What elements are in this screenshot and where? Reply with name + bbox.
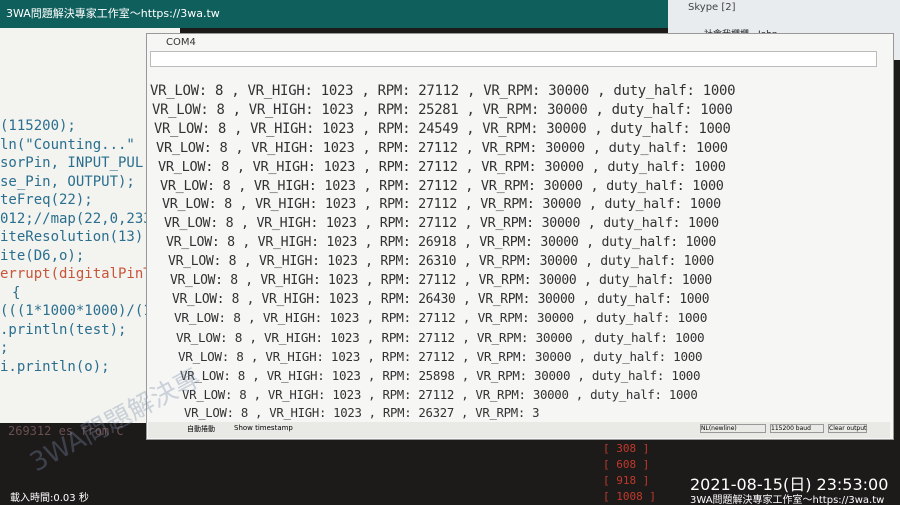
serial-line: VR_LOW: 8 , VR_HIGH: 1023 , RPM: 27112 ,… [162, 197, 721, 212]
console-size: [ 918 ] [603, 474, 650, 487]
console-size: [ 308 ] [603, 442, 650, 455]
code-line: sorPin, INPUT_PUL [0, 155, 144, 171]
serial-line: VR_LOW: 8 , VR_HIGH: 1023 , RPM: 27112 ,… [150, 83, 736, 99]
serial-line: VR_LOW: 8 , VR_HIGH: 1023 , RPM: 27112 ,… [160, 178, 724, 194]
code-line: teFreq(22); [0, 192, 93, 208]
serial-line: VR_LOW: 8 , VR_HIGH: 1023 , RPM: 27112 ,… [156, 140, 728, 156]
skype-title: Skype [2] [688, 2, 736, 13]
serial-line: VR_LOW: 8 , VR_HIGH: 1023 , RPM: 26327 ,… [184, 406, 540, 420]
timestamp[interactable]: Show timestamp [234, 424, 293, 432]
console-size: [ 1008 ] [603, 490, 656, 503]
code-line: ite(D6,o); [0, 247, 85, 264]
code-line: 012;//map(22,0,233 [0, 210, 152, 227]
serial-line: VR_LOW: 8 , VR_HIGH: 1023 , RPM: 27112 ,… [176, 330, 705, 345]
serial-line: VR_LOW: 8 , VR_HIGH: 1023 , RPM: 27112 ,… [178, 349, 703, 364]
code-line: iteResolution(13); [0, 229, 152, 245]
code-line: .println(test); [0, 321, 127, 338]
console-size: [ 608 ] [603, 458, 650, 471]
serial-footer [148, 422, 890, 438]
serial-line: VR_LOW: 8 , VR_HIGH: 1023 , RPM: 25281 ,… [152, 102, 733, 118]
code-line: (((1*1000*1000)/(150 [0, 303, 169, 319]
code-line: (115200); [0, 118, 76, 134]
studio: 3WA問題解決專家工作室～https://3wa.tw [690, 495, 885, 505]
code-line: ; [0, 340, 9, 356]
title-bar [0, 0, 668, 28]
serial-line: VR_LOW: 8 , VR_HIGH: 1023 , RPM: 27112 ,… [158, 159, 726, 175]
code-line: se_Pin, OUTPUT); [0, 173, 135, 190]
datetime: 2021-08-15(日) 23:53:00 [690, 475, 889, 494]
window-title: 3WA問題解決專家工作室～https://3wa.tw [6, 7, 220, 20]
code-line: errupt(digitalPinTo [0, 266, 161, 282]
baud[interactable]: 115200 baud [770, 424, 824, 433]
console-text: 269312 es from C [8, 424, 124, 438]
code-line: ln("Counting..." [0, 136, 135, 153]
serial-line: VR_LOW: 8 , VR_HIGH: 1023 , RPM: 26310 ,… [168, 254, 714, 269]
serial-line: VR_LOW: 8 , VR_HIGH: 1023 , RPM: 24549 ,… [154, 121, 731, 137]
serial-line: VR_LOW: 8 , VR_HIGH: 1023 , RPM: 26918 ,… [166, 235, 717, 250]
serial-line: VR_LOW: 8 , VR_HIGH: 1023 , RPM: 27112 ,… [170, 273, 712, 288]
load-time: 載入時間:0.03 秒 [10, 493, 89, 504]
serial-line: VR_LOW: 8 , VR_HIGH: 1023 , RPM: 27112 ,… [182, 387, 698, 402]
serial-input[interactable] [150, 51, 877, 67]
serial-line: VR_LOW: 8 , VR_HIGH: 1023 , RPM: 26430 ,… [172, 292, 710, 307]
serial-line: VR_LOW: 8 , VR_HIGH: 1023 , RPM: 25898 ,… [180, 368, 701, 383]
serial-line: VR_LOW: 8 , VR_HIGH: 1023 , RPM: 27112 ,… [164, 216, 719, 231]
serial-line: VR_LOW: 8 , VR_HIGH: 1023 , RPM: 27112 ,… [174, 311, 708, 326]
line-ending[interactable]: NL(newline) [700, 424, 766, 433]
serial-window [146, 33, 894, 440]
serial-title: COM4 [166, 37, 196, 48]
code-line: { [12, 284, 21, 301]
clear-output[interactable]: Clear output [828, 424, 868, 433]
autoscroll[interactable]: 自動捲動 [187, 425, 215, 433]
code-line: i.println(o); [0, 358, 110, 375]
